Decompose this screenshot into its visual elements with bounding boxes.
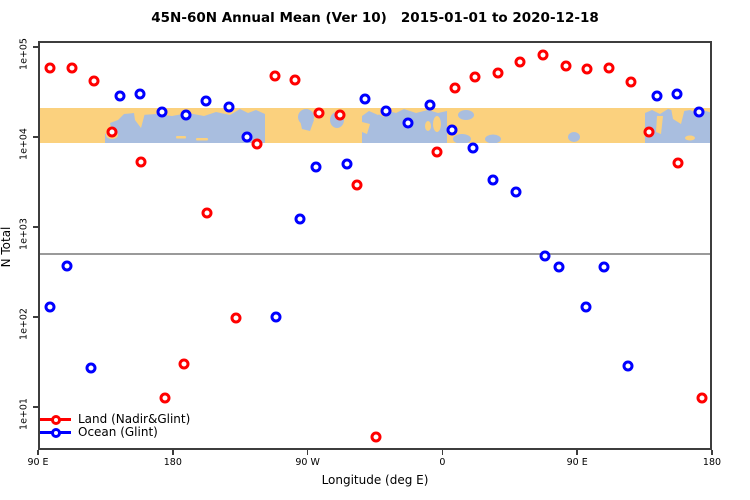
x-axis-tick-label: 180 [702, 457, 722, 468]
y-axis-tick [33, 316, 38, 318]
data-point-land [581, 63, 593, 75]
x-axis-tick [37, 450, 39, 455]
x-axis-tick [441, 450, 444, 455]
data-point-ocean [380, 105, 392, 117]
data-point-ocean [180, 109, 192, 121]
data-point-ocean [223, 101, 235, 113]
data-point-ocean [200, 95, 212, 107]
data-point-ocean [44, 301, 56, 313]
data-point-land [230, 312, 242, 324]
x-axis-tick [306, 450, 309, 455]
data-point-ocean [651, 90, 663, 102]
data-point-land [431, 146, 443, 158]
legend: Land (Nadir&Glint) Ocean (Glint) [40, 413, 190, 439]
data-point-ocean [294, 213, 306, 225]
y-axis-tick [33, 136, 38, 138]
data-point-land [603, 62, 615, 74]
data-point-land [66, 62, 78, 74]
data-point-land [313, 107, 325, 119]
x-axis-tick-label: 180 [163, 457, 182, 468]
data-point-land [514, 56, 526, 68]
data-point-ocean [671, 88, 683, 100]
data-point-ocean [85, 362, 97, 374]
data-point-ocean [310, 161, 322, 173]
legend-label-ocean: Ocean (Glint) [78, 425, 158, 439]
data-point-land [178, 358, 190, 370]
x-axis-tick [711, 450, 713, 455]
data-point-land [135, 156, 147, 168]
data-point-land [351, 179, 363, 191]
data-point-land [269, 70, 281, 82]
data-point-ocean [402, 117, 414, 129]
data-point-land [537, 49, 549, 61]
data-point-land [492, 67, 504, 79]
data-point-ocean [270, 311, 282, 323]
land-series-symbol-icon [40, 414, 71, 425]
legend-label-land: Land (Nadir&Glint) [78, 412, 191, 426]
y-axis-tick [33, 406, 38, 408]
x-axis-tick-label: 90 E [27, 457, 49, 468]
data-point-ocean [156, 106, 168, 118]
data-point-land [469, 71, 481, 83]
map-band [38, 108, 712, 143]
data-point-land [106, 126, 118, 138]
data-point-ocean [539, 250, 551, 262]
plot-area [38, 41, 712, 450]
data-point-ocean [487, 174, 499, 186]
y-axis-tick [33, 226, 38, 228]
data-point-ocean [598, 261, 610, 273]
data-point-land [672, 157, 684, 169]
legend-entry-ocean: Ocean (Glint) [40, 426, 190, 439]
y-axis-title: N Total [0, 226, 13, 268]
x-axis-tick-label: 90 E [566, 457, 588, 468]
data-point-land [643, 126, 655, 138]
data-point-land [370, 431, 382, 443]
data-point-land [251, 138, 263, 150]
data-point-ocean [622, 360, 634, 372]
data-point-ocean [446, 124, 458, 136]
x-axis-tick [576, 450, 578, 455]
x-axis-tick-label: 0 [439, 457, 446, 468]
ocean-series-symbol-icon [40, 427, 71, 438]
x-axis-tick [172, 450, 174, 455]
data-point-ocean [693, 106, 705, 118]
y-axis-tick [33, 46, 38, 48]
data-point-ocean [61, 260, 73, 272]
reference-line [38, 253, 712, 256]
data-point-ocean [359, 93, 371, 105]
data-point-land [289, 74, 301, 86]
data-point-ocean [467, 142, 479, 154]
data-point-land [88, 75, 100, 87]
data-point-ocean [553, 261, 565, 273]
x-axis-tick-label: 90 W [295, 457, 320, 468]
data-point-land [159, 392, 171, 404]
data-point-land [44, 62, 56, 74]
data-point-land [625, 76, 637, 88]
data-point-ocean [424, 99, 436, 111]
data-point-land [560, 60, 572, 72]
data-point-land [449, 82, 461, 94]
data-point-ocean [580, 301, 592, 313]
x-axis-title: Longitude (deg E) [321, 473, 429, 487]
data-point-land [696, 392, 708, 404]
data-point-land [201, 207, 213, 219]
data-point-ocean [241, 131, 253, 143]
data-point-land [334, 109, 346, 121]
data-point-ocean [510, 186, 522, 198]
data-point-ocean [114, 90, 126, 102]
chart-title: 45N-60N Annual Mean (Ver 10) 2015-01-01 … [151, 10, 599, 26]
data-point-ocean [341, 158, 353, 170]
legend-entry-land: Land (Nadir&Glint) [40, 413, 190, 426]
data-point-ocean [134, 88, 146, 100]
